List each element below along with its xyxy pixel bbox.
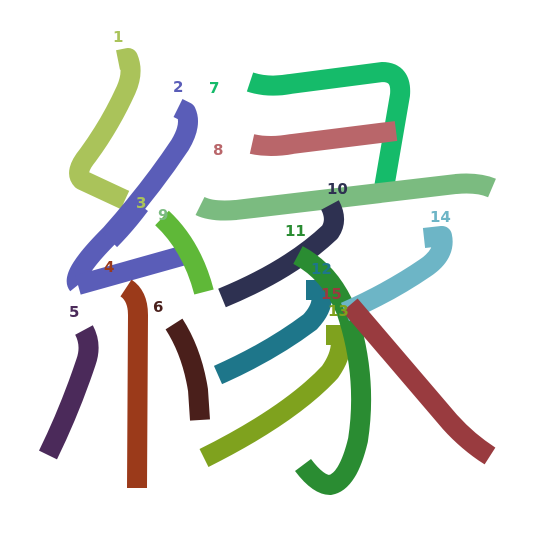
stroke-number-label: 1 — [113, 28, 123, 46]
stroke-number-label: 5 — [69, 303, 79, 321]
stroke-number-label: 7 — [209, 79, 219, 97]
stroke-number-label: 4 — [104, 258, 114, 276]
stroke-10 — [195, 173, 496, 221]
stroke-9b — [155, 210, 214, 295]
stroke-2 — [66, 99, 198, 292]
stroke-16 — [342, 298, 496, 465]
stroke-number-label: 14 — [430, 208, 451, 226]
stroke-8 — [246, 62, 411, 190]
stroke-7 — [165, 318, 210, 421]
stroke-12 — [213, 280, 332, 385]
stroke-3 — [102, 198, 148, 248]
stroke-number-label: 9 — [158, 206, 168, 224]
stroke-5 — [39, 325, 99, 460]
stroke-6 — [119, 279, 148, 489]
stroke-15 — [340, 226, 453, 322]
stroke-9 — [249, 121, 398, 156]
stroke-4 — [75, 245, 188, 295]
stroke-11 — [218, 200, 344, 308]
stroke-number-label: 11 — [285, 222, 306, 240]
stroke-1 — [69, 48, 141, 210]
stroke-14 — [293, 246, 372, 495]
stroke-13 — [199, 325, 351, 467]
stroke-number-label: 13 — [328, 302, 349, 320]
stroke-number-label: 10 — [327, 180, 348, 198]
stroke-number-label: 3 — [136, 194, 146, 212]
stroke-number-label: 6 — [153, 298, 163, 316]
stroke-number-label: 12 — [311, 260, 332, 278]
stroke-number-label: 8 — [213, 141, 223, 159]
stroke-number-label: 2 — [173, 78, 183, 96]
stroke-number-label: 15 — [321, 285, 342, 303]
